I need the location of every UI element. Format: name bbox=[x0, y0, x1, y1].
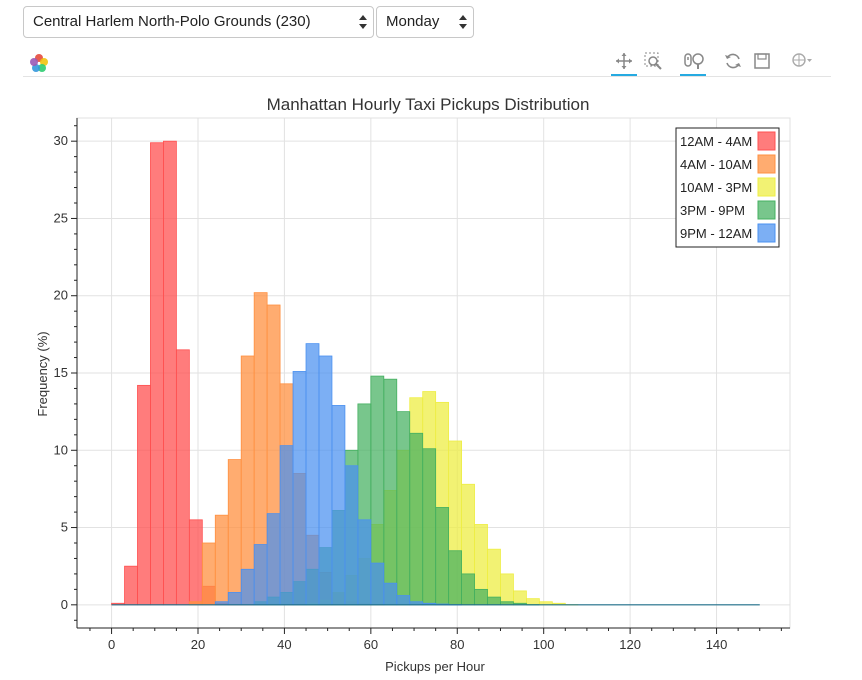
legend-label: 9PM - 12AM bbox=[680, 226, 752, 241]
y-tick-label: 5 bbox=[61, 520, 68, 535]
hover-tool-button[interactable] bbox=[787, 50, 813, 74]
histogram-bar bbox=[188, 519, 203, 606]
histogram-bar bbox=[150, 142, 164, 606]
histogram-bar bbox=[227, 592, 242, 606]
box-zoom-icon bbox=[644, 52, 662, 70]
histogram-bar bbox=[227, 459, 242, 606]
y-tick-label: 0 bbox=[61, 597, 68, 612]
histogram-bar bbox=[214, 514, 229, 606]
histogram-bar bbox=[370, 562, 385, 606]
histogram-bars bbox=[111, 140, 760, 606]
histogram-bar bbox=[292, 371, 307, 606]
legend-swatch bbox=[757, 223, 776, 243]
x-tick-label: 140 bbox=[706, 637, 728, 652]
histogram-bar bbox=[474, 588, 488, 606]
reset-icon bbox=[725, 53, 741, 69]
legend-label: 3PM - 9PM bbox=[680, 203, 745, 218]
histogram-bar bbox=[279, 445, 294, 606]
legend-swatch bbox=[757, 200, 776, 220]
box-zoom-tool-button[interactable] bbox=[640, 50, 666, 74]
histogram-bar bbox=[383, 378, 398, 606]
legend-label: 4AM - 10AM bbox=[680, 157, 752, 172]
histogram-chart: Manhattan Hourly Taxi Pickups Distributi… bbox=[35, 95, 791, 674]
histogram-bar bbox=[487, 548, 501, 606]
histogram-bar bbox=[331, 405, 346, 606]
histogram-bar bbox=[513, 590, 527, 606]
histogram-bar bbox=[383, 582, 398, 606]
histogram-bar bbox=[201, 542, 216, 606]
select-arrows-icon bbox=[459, 15, 467, 29]
wheel-zoom-tool-button[interactable] bbox=[680, 50, 706, 76]
y-tick-label: 30 bbox=[54, 133, 68, 148]
save-tool-button[interactable] bbox=[749, 50, 775, 74]
reset-tool-button[interactable] bbox=[720, 50, 746, 74]
histogram-bar bbox=[396, 595, 411, 606]
x-tick-label: 20 bbox=[191, 637, 205, 652]
x-axis-label: Pickups per Hour bbox=[385, 659, 485, 674]
x-tick-label: 60 bbox=[364, 637, 378, 652]
histogram-bar bbox=[124, 565, 138, 606]
day-select-value: Monday bbox=[386, 13, 440, 30]
y-tick-label: 20 bbox=[54, 288, 68, 303]
histogram-bar bbox=[137, 384, 151, 606]
histogram-bar bbox=[318, 355, 333, 606]
series-0 bbox=[111, 140, 255, 606]
histogram-bar bbox=[305, 343, 320, 606]
wheel-zoom-icon bbox=[684, 53, 704, 69]
legend-swatch bbox=[757, 154, 776, 174]
zone-select-value: Central Harlem North-Polo Grounds (230) bbox=[33, 13, 311, 30]
histogram-bar bbox=[461, 573, 475, 606]
y-tick-label: 10 bbox=[54, 442, 68, 457]
legend-swatch bbox=[757, 177, 776, 197]
chart-legend: 12AM - 4AM 4AM - 10AM 10AM - 3PM 3PM - 9PM 9… bbox=[675, 127, 780, 248]
x-tick-label: 40 bbox=[277, 637, 291, 652]
histogram-bar bbox=[435, 507, 450, 606]
histogram-bar bbox=[422, 448, 437, 606]
pan-tool-button[interactable] bbox=[611, 50, 637, 76]
save-icon bbox=[754, 53, 770, 69]
histogram-bar bbox=[163, 140, 177, 606]
day-select[interactable]: Monday bbox=[376, 6, 474, 38]
histogram-bar bbox=[448, 550, 462, 606]
x-tick-label: 120 bbox=[619, 637, 641, 652]
chart-title: Manhattan Hourly Taxi Pickups Distributi… bbox=[267, 95, 590, 114]
histogram-bar bbox=[357, 519, 372, 606]
hover-icon bbox=[792, 53, 812, 67]
histogram-bar bbox=[487, 596, 501, 606]
x-tick-label: 0 bbox=[108, 637, 115, 652]
histogram-bar bbox=[526, 598, 540, 606]
histogram-bar bbox=[500, 573, 514, 606]
histogram-bar bbox=[240, 568, 255, 606]
select-arrows-icon bbox=[359, 15, 367, 29]
y-tick-label: 25 bbox=[54, 210, 68, 225]
plot-toolbar bbox=[23, 46, 831, 77]
histogram-bar bbox=[344, 465, 359, 606]
x-tick-label: 80 bbox=[450, 637, 464, 652]
pan-icon bbox=[616, 53, 632, 69]
y-axis-label: Frequency (%) bbox=[35, 331, 50, 416]
histogram-bar bbox=[175, 349, 190, 606]
bokeh-logo-icon bbox=[30, 54, 48, 72]
y-axis: 0 5 10 15 20 25 30 bbox=[54, 118, 78, 628]
y-tick-label: 15 bbox=[54, 365, 68, 380]
legend-label: 12AM - 4AM bbox=[680, 134, 752, 149]
x-axis: 0 20 40 60 80 100 120 140 bbox=[77, 627, 790, 652]
zone-select[interactable]: Central Harlem North-Polo Grounds (230) bbox=[23, 6, 374, 38]
x-tick-label: 100 bbox=[533, 637, 555, 652]
histogram-bar bbox=[240, 355, 255, 606]
histogram-bar bbox=[266, 513, 281, 606]
series-4 bbox=[214, 343, 462, 606]
legend-label: 10AM - 3PM bbox=[680, 180, 752, 195]
histogram-bar bbox=[396, 411, 411, 606]
legend-swatch bbox=[757, 131, 776, 151]
histogram-bar bbox=[253, 544, 268, 606]
histogram-bar bbox=[409, 432, 424, 606]
